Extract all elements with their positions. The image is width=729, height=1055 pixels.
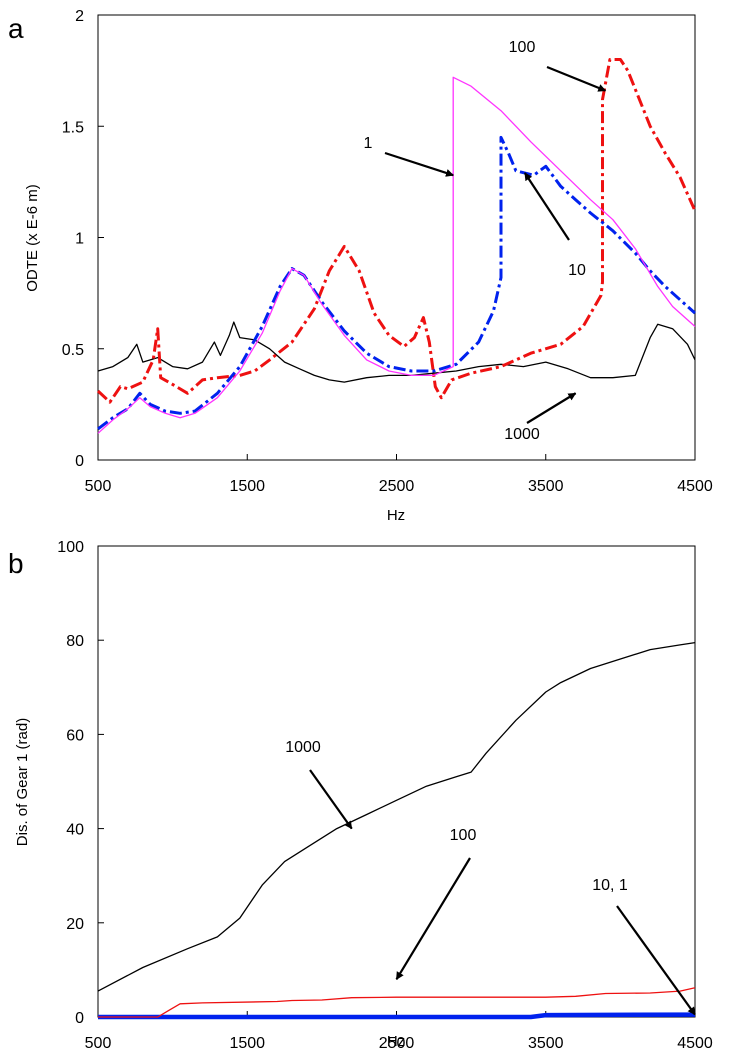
chart-a-annotation-label: 100	[509, 39, 536, 56]
chart-b: b 500 1500 2500 3500 4500 0 20 40 60 80 100 1000 10…	[8, 539, 713, 1052]
chart-a-x-tick-label: 2500	[379, 478, 415, 495]
chart-b-x-tick-label: 2500	[379, 1035, 415, 1052]
chart-b-y-tick-label: 20	[66, 916, 84, 933]
chart-b-plot-frame	[97, 545, 696, 1018]
chart-b-y-tick-label: 0	[75, 1010, 84, 1027]
chart-a-series-line-1000	[97, 321, 696, 383]
chart-b-x-tick-label: 3500	[528, 1035, 564, 1052]
chart-a-x-tick-label: 1500	[229, 478, 265, 495]
chart-a-x-tick-label: 500	[85, 478, 112, 495]
chart-b-annotation-arrow	[309, 769, 353, 830]
chart-a-y-tick-label: 1.5	[62, 119, 84, 136]
panel-a-label: a	[8, 13, 24, 44]
panel-b-label: b	[8, 548, 24, 579]
chart-a-annotation-arrow	[526, 392, 577, 424]
chart-b-annotation-arrow	[395, 857, 471, 981]
chart-a-x-tick-label: 4500	[677, 478, 713, 495]
chart-a-x-axis-label: Hz	[387, 507, 405, 524]
chart-b-x-tick-label: 4500	[677, 1035, 713, 1052]
chart-a-series-line-100	[96, 58, 697, 404]
chart-a-annotation-label: 1	[364, 135, 373, 152]
chart-b-x-axis-label: Hz	[387, 1033, 405, 1050]
chart-a-annotation-label: 10	[568, 262, 586, 279]
chart-b-y-tick-label: 80	[66, 633, 84, 650]
chart-b-x-tick-label: 500	[85, 1035, 112, 1052]
chart-b-y-axis-label: Dis. of Gear 1 (rad)	[14, 718, 31, 846]
chart-a-annotation-arrow	[523, 172, 570, 241]
chart-b-x-tick-label: 1500	[229, 1035, 265, 1052]
chart-a-x-tick-label: 3500	[528, 478, 564, 495]
chart-a: a 500 1500 2500 3500 4500 0 0.5 1 1.5 2 1 10 100 100…	[8, 8, 713, 524]
chart-a-y-tick-label: 0.5	[62, 342, 84, 359]
chart-a-annotation-arrow	[384, 151, 454, 177]
chart-b-annotation-label: 10, 1	[592, 877, 628, 894]
chart-b-annotation-arrow	[616, 905, 696, 1016]
chart-b-y-tick-label: 40	[66, 822, 84, 839]
chart-a-series-line-10	[97, 135, 696, 431]
chart-a-y-tick-label: 2	[75, 8, 84, 25]
chart-b-annotation-label: 1000	[285, 739, 321, 756]
chart-b-annotation-label: 100	[450, 827, 477, 844]
chart-a-y-tick-label: 1	[75, 231, 84, 248]
chart-a-annotation-label: 1000	[504, 426, 540, 443]
chart-a-y-tick-label: 0	[75, 453, 84, 470]
chart-a-annotation-arrow	[546, 65, 607, 92]
chart-b-series-line-1000	[97, 641, 696, 992]
chart-a-series-line-1	[97, 76, 696, 434]
chart-b-series-line-100	[98, 987, 696, 1018]
chart-a-y-axis-label: ODTE (x E-6 m)	[24, 184, 41, 292]
chart-b-series-line-10-1	[98, 1012, 696, 1020]
chart-b-y-tick-label: 100	[57, 539, 84, 556]
chart-b-y-tick-label: 60	[66, 727, 84, 744]
